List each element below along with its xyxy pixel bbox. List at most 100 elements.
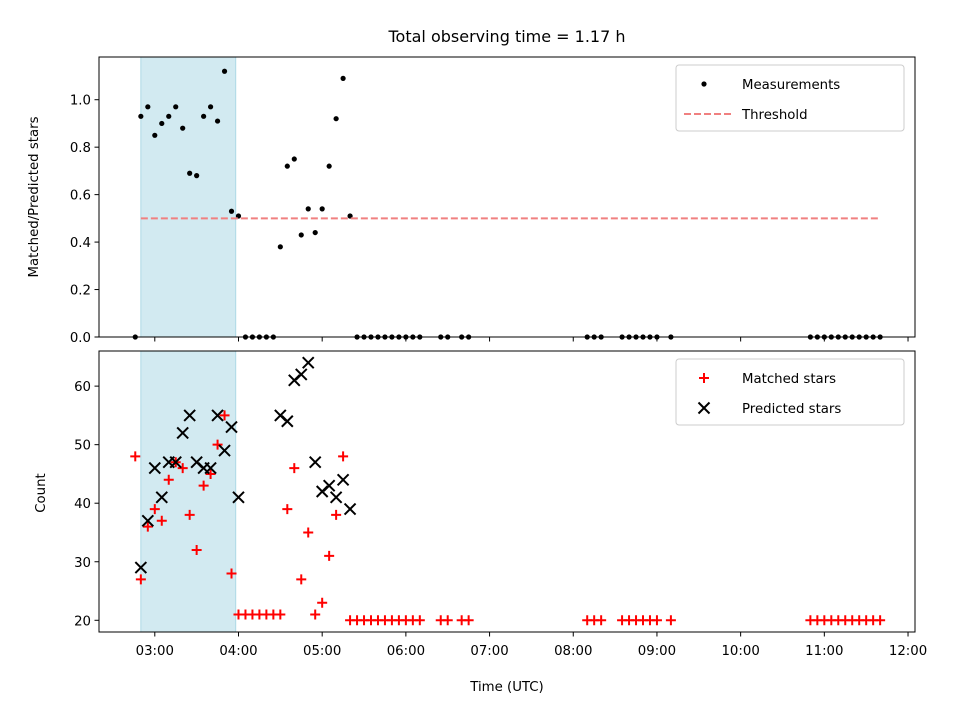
measurement-point — [312, 229, 318, 236]
x-tick-label: 07:00 — [470, 644, 508, 659]
matched-star-marker — [149, 504, 160, 515]
measurement-point — [347, 213, 353, 219]
predicted-star-marker — [204, 461, 217, 475]
matched-star-marker — [338, 451, 349, 462]
x-tick-label: 09:00 — [638, 644, 676, 659]
predicted-star-marker — [329, 491, 343, 504]
bottom-y-tick-label: 50 — [74, 439, 91, 454]
legend-label: Matched stars — [742, 372, 836, 387]
top-axes-frame — [98, 56, 916, 338]
x-tick-label: 06:00 — [387, 644, 425, 659]
legend-measurement-swatch — [701, 81, 707, 87]
matched-star-marker — [205, 468, 216, 479]
measurement-point — [145, 104, 151, 110]
matched-star-marker — [665, 615, 676, 626]
matched-star-marker — [310, 609, 321, 620]
matched-star-marker — [135, 574, 146, 585]
matched-star-marker — [142, 521, 153, 532]
predicted-star-marker — [218, 444, 231, 457]
bottom-panel: 03:00 04:00 05:00 06:00 07:00 08:00 09:00 10:00… — [74, 350, 927, 659]
legend-label: Threshold — [741, 108, 808, 123]
top-legend: Measurements Threshold — [675, 64, 905, 132]
legend-label: Predicted stars — [742, 402, 841, 417]
predicted-star-marker — [169, 456, 182, 469]
measurement-point — [326, 163, 332, 169]
measurement-point — [235, 213, 242, 219]
bottom-y-axis-label: Count — [34, 473, 49, 513]
measurement-point — [305, 206, 311, 212]
matched-star-marker — [303, 527, 314, 538]
legend-label: Measurements — [742, 78, 840, 93]
measurement-point — [214, 118, 221, 124]
x-tick-label: 10:00 — [721, 644, 759, 659]
matched-star-marker — [177, 463, 188, 474]
top-y-tick-label: 0.4 — [70, 236, 91, 251]
matched-star-marker — [163, 474, 174, 485]
predicted-star-marker — [176, 426, 189, 440]
matched-star-marker — [282, 504, 293, 515]
matched-star-marker — [414, 615, 425, 626]
measurement-point — [194, 173, 200, 179]
matched-star-marker — [226, 568, 237, 579]
predicted-star-marker — [155, 491, 168, 504]
predicted-star-marker — [281, 415, 294, 428]
matched-star-marker — [156, 515, 167, 526]
matched-star-marker — [184, 509, 195, 520]
bottom-legend-box — [675, 358, 905, 426]
bottom-y-tick-label: 40 — [74, 497, 91, 512]
matched-star-marker — [130, 451, 141, 462]
predicted-star-marker — [211, 409, 224, 422]
measurement-point — [284, 163, 290, 169]
matched-star-marker — [331, 509, 342, 520]
matched-star-marker — [596, 615, 607, 626]
legend-predicted-swatch — [697, 401, 711, 415]
x-tick-label: 11:00 — [805, 644, 843, 659]
x-tick-label: 03:00 — [136, 644, 174, 659]
measurement-point — [207, 104, 214, 110]
x-axis-label: Time (UTC) — [469, 680, 544, 695]
top-y-tick-label: 1.0 — [70, 94, 91, 109]
matched-star-marker — [275, 609, 286, 620]
predicted-star-marker — [302, 356, 315, 369]
predicted-star-marker — [336, 473, 350, 486]
matched-star-marker — [296, 574, 307, 585]
predicted-star-marker — [295, 368, 308, 381]
matched-star-marker — [212, 439, 223, 450]
matched-star-marker — [463, 615, 474, 626]
measurement-point — [159, 120, 165, 127]
predicted-star-marker — [225, 420, 238, 434]
matched-star-marker — [317, 597, 328, 608]
matched-star-marker — [324, 550, 335, 561]
measurement-point — [319, 206, 325, 212]
matched-star-marker — [875, 615, 886, 626]
top-y-tick-label: 0.6 — [70, 189, 91, 204]
x-tick-label: 12:00 — [889, 644, 927, 659]
bottom-observing-window — [140, 350, 237, 633]
measurement-point — [228, 208, 235, 214]
measurement-point — [291, 156, 297, 162]
matched-star-marker — [442, 615, 453, 626]
measurement-point — [138, 113, 144, 119]
x-tick-label: 05:00 — [303, 644, 341, 659]
top-y-tick-label: 0.0 — [70, 331, 91, 346]
measurement-point — [152, 132, 158, 138]
predicted-star-marker — [232, 491, 245, 504]
measurement-point — [180, 125, 186, 131]
top-y-tick-label: 0.2 — [70, 284, 91, 299]
matched-star-marker — [191, 545, 202, 556]
bottom-legend: Matched stars Predicted stars — [675, 358, 905, 426]
predicted-star-marker — [308, 456, 322, 469]
top-y-tick-label: 0.8 — [70, 141, 91, 156]
measurement-point — [221, 68, 228, 74]
x-tick-label: 04:00 — [219, 644, 257, 659]
measurement-point — [340, 75, 346, 81]
top-observing-window — [140, 56, 237, 338]
predicted-star-marker — [322, 479, 336, 492]
top-panel: 0.0 0.2 0.4 0.6 0.8 1.0 Measurements Threshold — [70, 56, 916, 346]
measurement-point — [173, 104, 179, 110]
chart-title: Total observing time = 1.17 h — [387, 27, 625, 46]
measurement-point — [333, 116, 339, 122]
measurement-point — [201, 113, 207, 119]
measurement-point — [298, 232, 304, 238]
